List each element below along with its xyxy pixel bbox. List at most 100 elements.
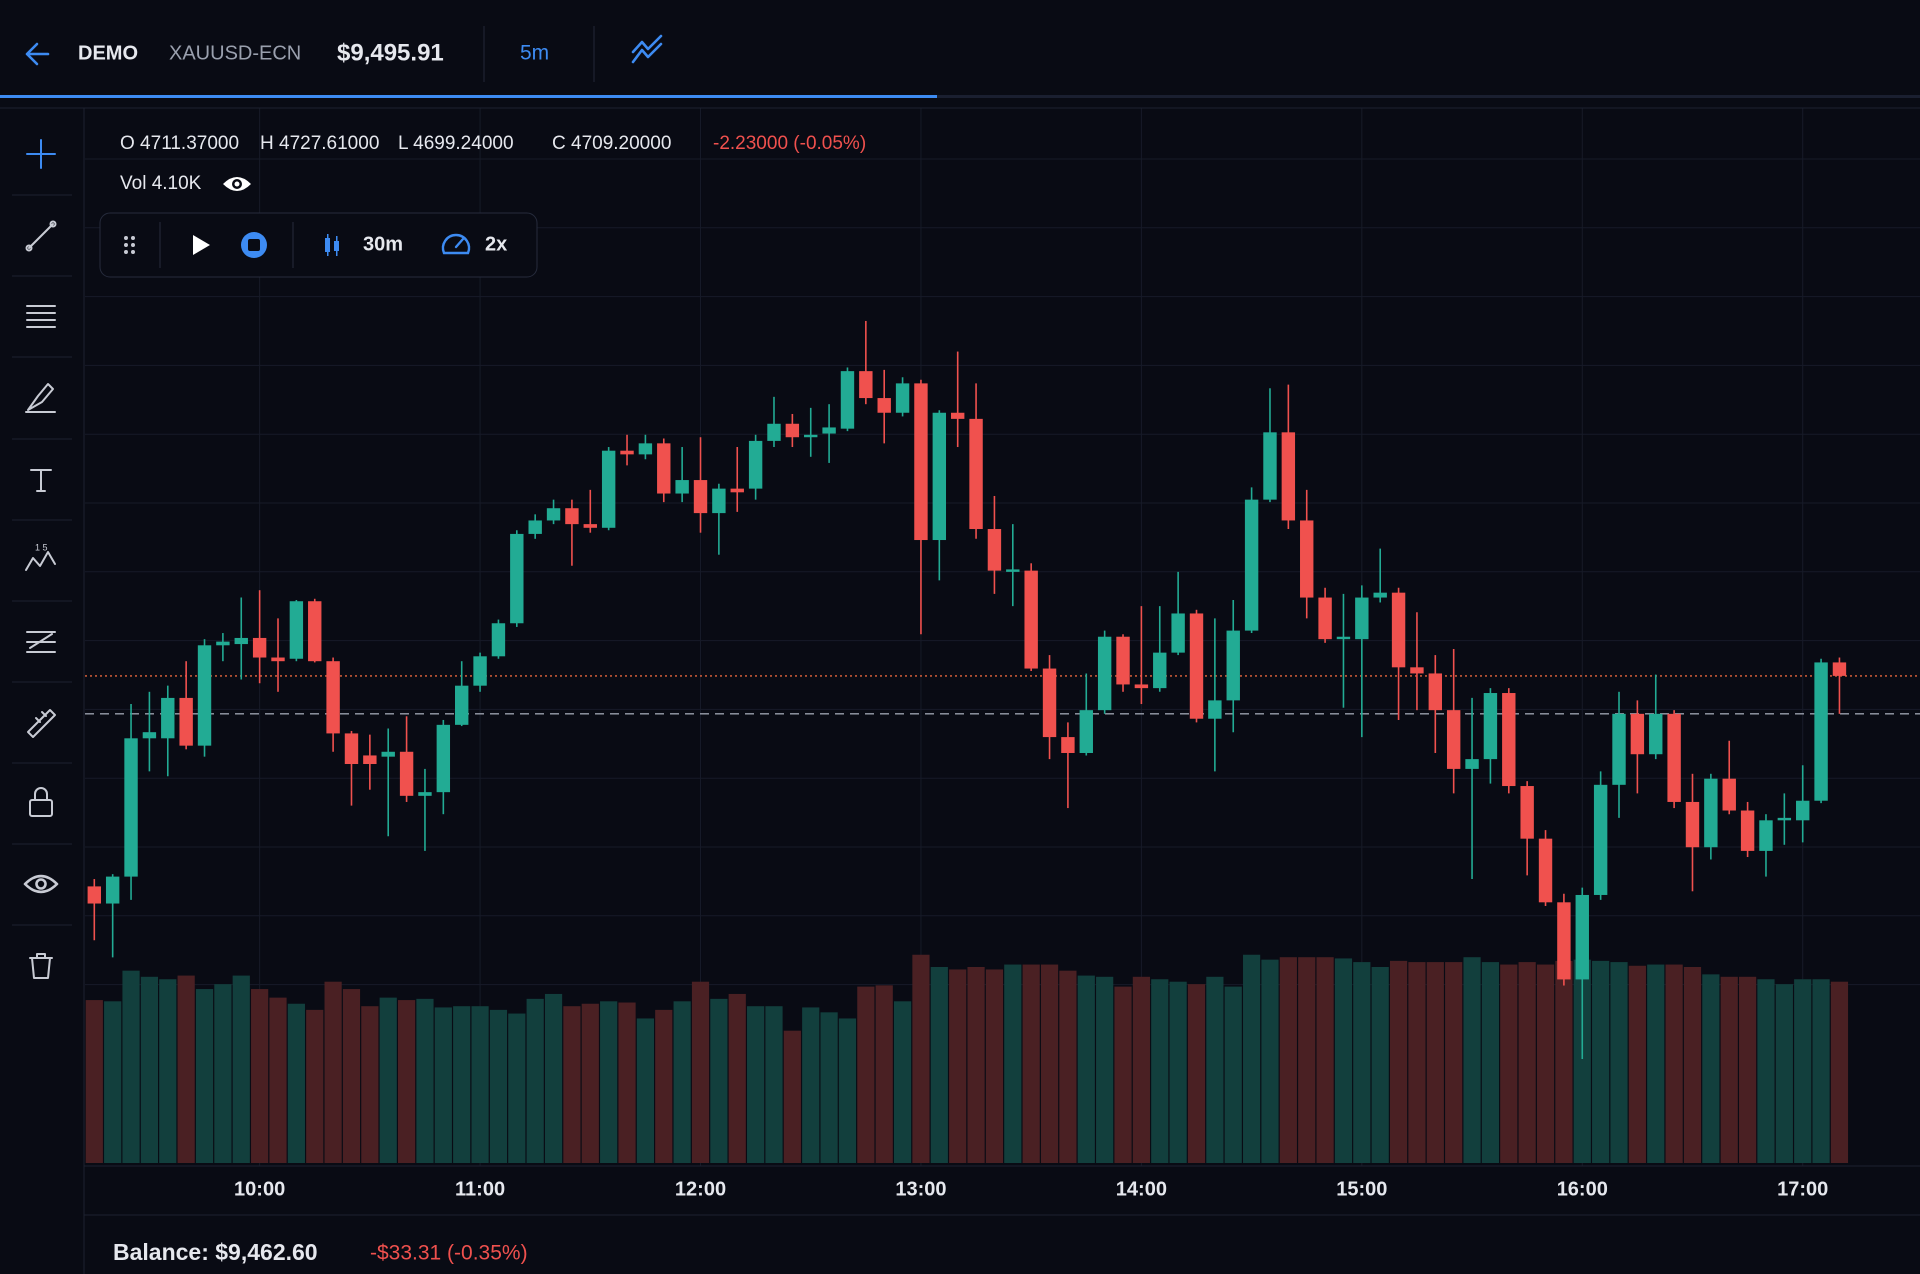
- volume-bar: [1683, 967, 1702, 1163]
- candle-body: [142, 732, 157, 739]
- volume-bar: [857, 986, 875, 1163]
- drag-handle[interactable]: [124, 236, 135, 254]
- toolbar: 1 5: [12, 139, 72, 979]
- candle-body: [1740, 810, 1755, 851]
- candle-body: [1649, 713, 1663, 755]
- stop-button[interactable]: [241, 232, 267, 258]
- candle-body: [693, 480, 708, 514]
- visibility-tool[interactable]: [23, 874, 59, 894]
- volume-bar: [1243, 954, 1261, 1163]
- volume-bar: [1536, 964, 1555, 1163]
- volume-bar: [1389, 960, 1408, 1163]
- back-button[interactable]: [25, 42, 50, 66]
- candle-body: [748, 440, 763, 489]
- volume-bar: [434, 1007, 452, 1163]
- candle-body: [1410, 667, 1424, 674]
- volume-bar: [1059, 970, 1077, 1163]
- candle-body: [179, 697, 193, 746]
- candle-body: [473, 656, 487, 686]
- volume-bar: [324, 981, 342, 1163]
- candle-body: [1318, 597, 1332, 640]
- volume-bar: [949, 969, 967, 1163]
- volume-bar: [655, 1009, 673, 1163]
- volume-bar: [1114, 986, 1132, 1163]
- volume-bar: [581, 1003, 599, 1163]
- volume-bar: [1298, 957, 1316, 1163]
- candle-body: [455, 685, 469, 725]
- brush-tool[interactable]: [25, 383, 56, 413]
- candle-body: [657, 443, 671, 494]
- text-tool[interactable]: [30, 469, 52, 492]
- volume-bar: [673, 1001, 691, 1163]
- candle-body: [1373, 592, 1387, 598]
- candle-body: [1244, 499, 1259, 631]
- balance: Balance: $9,462.60: [113, 1239, 318, 1265]
- x-tick-label: 13:00: [895, 1178, 946, 1200]
- trend-line-tool[interactable]: [25, 220, 57, 252]
- candle-body: [105, 876, 120, 904]
- candle-body: [1079, 710, 1093, 753]
- legend-low: L 4699.24000: [398, 133, 514, 154]
- volume-bar: [636, 1018, 654, 1163]
- progress-bar: [0, 95, 937, 98]
- replay-speed[interactable]: 2x: [485, 233, 507, 255]
- volume-bar: [1573, 959, 1591, 1163]
- replay-panel: 30m 2x: [99, 212, 538, 278]
- volume-bar: [251, 989, 269, 1163]
- candle-body: [528, 520, 542, 534]
- pattern-tool[interactable]: 1 5: [25, 542, 56, 571]
- volume-bar: [159, 979, 177, 1163]
- crosshair-tool[interactable]: [26, 139, 56, 169]
- candle-body: [1300, 520, 1314, 598]
- icon-glyph: 1 5: [35, 542, 48, 552]
- candle-body: [1355, 597, 1369, 640]
- volume-bar: [1096, 976, 1114, 1163]
- candle-body: [1465, 759, 1479, 769]
- lock-tool[interactable]: [29, 787, 53, 817]
- volume-bar: [1132, 976, 1150, 1163]
- candle-body: [1391, 592, 1406, 668]
- x-tick-label: 15:00: [1336, 1178, 1387, 1200]
- candle-body: [1667, 713, 1681, 802]
- volume-bar: [967, 967, 985, 1163]
- volume-visibility[interactable]: [223, 177, 251, 191]
- candle-body: [418, 792, 432, 796]
- x-tick-label: 11:00: [455, 1178, 505, 1200]
- candle-body: [675, 480, 689, 494]
- candle-body: [767, 423, 781, 441]
- ruler-tool[interactable]: [27, 709, 56, 738]
- volume-bar: [600, 1001, 618, 1163]
- replay-interval[interactable]: 30m: [363, 233, 403, 255]
- symbol[interactable]: XAUUSD-ECN: [169, 42, 301, 64]
- candle-body: [601, 450, 616, 528]
- indicators-button[interactable]: [631, 34, 663, 64]
- candle-body: [1263, 432, 1277, 500]
- volume-bar: [1628, 965, 1646, 1163]
- fib-tool[interactable]: [26, 631, 56, 653]
- candle-body: [804, 434, 818, 438]
- volume-bar: [985, 969, 1004, 1163]
- timeframe[interactable]: 5m: [520, 42, 549, 65]
- candle-body: [730, 488, 744, 493]
- candle-body: [271, 657, 285, 662]
- volume-bar: [1592, 960, 1610, 1163]
- delete-tool[interactable]: [29, 953, 53, 979]
- candle-body: [1226, 630, 1240, 701]
- volume-bar: [1353, 962, 1371, 1163]
- candle-body: [1134, 684, 1149, 689]
- volume-bar: [747, 1006, 765, 1163]
- x-tick-label: 12:00: [675, 1178, 726, 1200]
- candle-body: [1722, 778, 1736, 811]
- volume-bar: [728, 993, 746, 1163]
- volume-bar: [177, 975, 195, 1163]
- horizontal-lines-tool[interactable]: [26, 305, 56, 328]
- candle-body: [1575, 894, 1589, 980]
- volume-bar: [1224, 986, 1242, 1163]
- equity: $9,495.91: [337, 39, 444, 66]
- legend-change: -2.23000 (-0.05%): [713, 133, 866, 154]
- volume-bar: [1040, 964, 1059, 1163]
- volume-bar: [1151, 979, 1169, 1163]
- play-button[interactable]: [193, 235, 210, 255]
- candle-body: [785, 423, 800, 438]
- candle-body: [1153, 652, 1167, 689]
